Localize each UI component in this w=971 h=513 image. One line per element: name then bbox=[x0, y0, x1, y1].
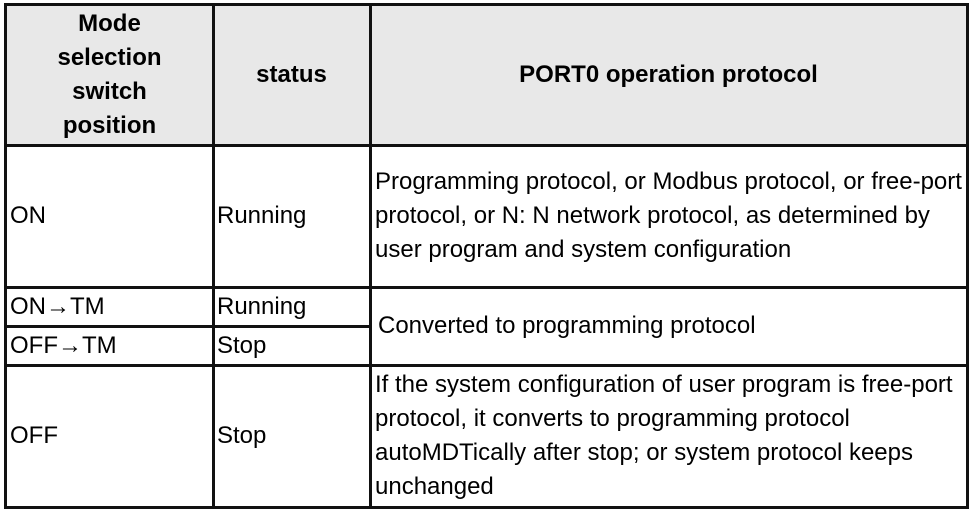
border-left bbox=[4, 3, 7, 509]
row1-protocol: Programming protocol, or Modbus protocol… bbox=[375, 168, 962, 263]
border-col1 bbox=[212, 3, 215, 509]
border-col2 bbox=[369, 3, 372, 509]
header-mode-text: Mode selection switch position bbox=[57, 9, 162, 139]
row2-3-protocol: Converted to programming protocol bbox=[378, 312, 756, 339]
row4-protocol: If the system configuration of user prog… bbox=[375, 371, 953, 500]
row4-status: Stop bbox=[217, 422, 267, 449]
header-status: status bbox=[213, 4, 370, 145]
row2-status: Running bbox=[217, 292, 307, 320]
border-row1 bbox=[4, 144, 969, 147]
row1-status: Running bbox=[217, 202, 307, 229]
border-bottom bbox=[4, 506, 969, 509]
row3-mode: OFF→TM bbox=[10, 331, 117, 359]
border-row3 bbox=[4, 325, 371, 328]
header-protocol: PORT0 operation protocol bbox=[370, 4, 967, 145]
border-row2 bbox=[4, 286, 969, 289]
row2-mode: ON→TM bbox=[10, 292, 105, 320]
row4-mode: OFF bbox=[10, 422, 58, 449]
border-top bbox=[4, 3, 969, 6]
row1-mode: ON bbox=[10, 202, 46, 229]
border-row4 bbox=[4, 364, 969, 367]
header-mode: Mode selection switch position bbox=[6, 4, 213, 145]
row3-status: Stop bbox=[217, 331, 267, 359]
border-right bbox=[966, 3, 969, 509]
